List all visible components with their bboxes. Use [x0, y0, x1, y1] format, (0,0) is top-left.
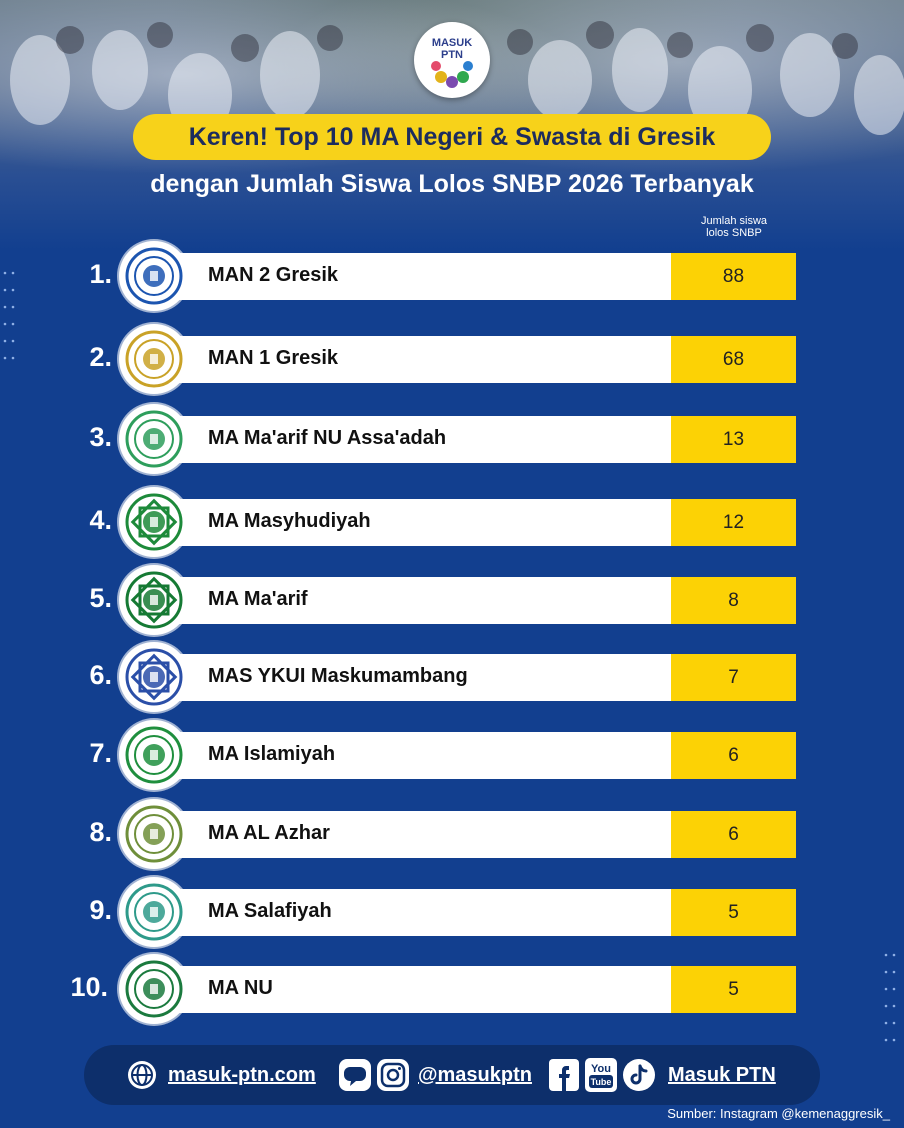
row-bar — [150, 966, 671, 1013]
column-header: Jumlah siswa lolos SNBP — [672, 215, 796, 239]
list-item: 5. MA Ma'arif 8 — [0, 565, 904, 635]
student-count: 8 — [671, 577, 796, 624]
channel-name-link[interactable]: Masuk PTN — [668, 1063, 776, 1086]
student-count: 5 — [671, 889, 796, 936]
row-bar — [150, 889, 671, 936]
rank-number: 10. — [70, 972, 108, 1002]
school-name: MA AL Azhar — [208, 822, 330, 844]
school-name: MAS YKUI Maskumambang — [208, 665, 468, 687]
school-logo-icon — [119, 324, 189, 394]
school-name: MA Ma'arif — [208, 588, 308, 610]
globe-icon — [128, 1061, 156, 1089]
tiktok-icon[interactable] — [622, 1058, 656, 1092]
school-name: MAN 2 Gresik — [208, 264, 339, 286]
line-app-icon[interactable] — [338, 1058, 372, 1092]
rank-number: 2. — [89, 342, 112, 372]
school-name: MAN 1 Gresik — [208, 347, 339, 369]
logo-line2: PTN — [441, 49, 463, 61]
row-bar — [150, 253, 671, 300]
school-name: MA Masyhudiyah — [208, 510, 371, 532]
school-logo-icon — [119, 404, 189, 474]
youtube-icon[interactable]: You Tube — [584, 1057, 618, 1093]
list-item: 7. MA Islamiyah 6 — [0, 720, 904, 790]
school-logo-icon — [119, 720, 189, 790]
list-item: 10. MA NU 5 — [0, 954, 904, 1024]
list-item: 8. MA AL Azhar 6 — [0, 799, 904, 869]
page-subtitle: dengan Jumlah Siswa Lolos SNBP 2026 Terb… — [150, 170, 754, 198]
instagram-icon[interactable] — [376, 1058, 410, 1092]
school-logo-icon — [119, 642, 189, 712]
student-count: 13 — [671, 416, 796, 463]
school-name: MA NU — [208, 977, 273, 999]
row-bar — [150, 416, 671, 463]
list-item: 6. MAS YKUI Maskumambang 7 — [0, 642, 904, 712]
school-logo-icon — [119, 799, 189, 869]
row-bar — [150, 654, 671, 701]
list-item: 4. MA Masyhudiyah 12 — [0, 487, 904, 557]
svg-text:Tube: Tube — [591, 1077, 612, 1087]
facebook-icon[interactable] — [548, 1058, 580, 1092]
student-count: 88 — [671, 253, 796, 300]
row-bar — [150, 811, 671, 858]
school-logo-icon — [119, 877, 189, 947]
decor-dots-right — [884, 953, 896, 1042]
student-count: 7 — [671, 654, 796, 701]
decor-dots-left — [3, 271, 15, 360]
school-name: MA Ma'arif NU Assa'adah — [208, 427, 447, 449]
masuk-ptn-logo: MASUK PTN — [414, 22, 490, 98]
list-item: 1. MAN 2 Gresik 88 — [0, 241, 904, 311]
column-header-line1: Jumlah siswa — [700, 215, 768, 227]
rank-number: 6. — [89, 660, 112, 690]
row-bar — [150, 336, 671, 383]
column-header-line2: lolos SNBP — [706, 227, 762, 239]
student-count: 68 — [671, 336, 796, 383]
page-title: Keren! Top 10 MA Negeri & Swasta di Gres… — [133, 114, 771, 160]
student-count: 6 — [671, 811, 796, 858]
row-bar — [150, 577, 671, 624]
list-item: 2. MAN 1 Gresik 68 — [0, 324, 904, 394]
row-bar — [150, 732, 671, 779]
logo-line1: MASUK — [431, 37, 473, 49]
rank-number: 4. — [89, 505, 112, 535]
social-handle-link[interactable]: @masukptn — [418, 1063, 532, 1086]
school-name: MA Islamiyah — [208, 743, 336, 765]
crowd-photo-illustration — [10, 21, 904, 137]
list-item: 9. MA Salafiyah 5 — [0, 877, 904, 947]
website-link[interactable]: masuk-ptn.com — [168, 1063, 316, 1086]
rank-number: 1. — [89, 259, 112, 289]
rank-number: 8. — [89, 817, 112, 847]
rank-number: 5. — [89, 583, 112, 613]
rank-number: 3. — [89, 422, 112, 452]
rank-number: 7. — [89, 738, 112, 768]
school-logo-icon — [119, 487, 189, 557]
footer-bar: masuk-ptn.com @masukptn You Tube Masuk P… — [84, 1045, 820, 1105]
list-item: 3. MA Ma'arif NU Assa'adah 13 — [0, 404, 904, 474]
rank-number: 9. — [89, 895, 112, 925]
school-logo-icon — [119, 565, 189, 635]
school-logo-icon — [119, 241, 189, 311]
source-credit: Sumber: Instagram @kemenaggresik_ — [667, 1106, 890, 1121]
svg-text:You: You — [591, 1063, 611, 1075]
student-count: 6 — [671, 732, 796, 779]
student-count: 5 — [671, 966, 796, 1013]
school-logo-icon — [119, 954, 189, 1024]
school-name: MA Salafiyah — [208, 900, 332, 922]
student-count: 12 — [671, 499, 796, 546]
row-bar — [150, 499, 671, 546]
